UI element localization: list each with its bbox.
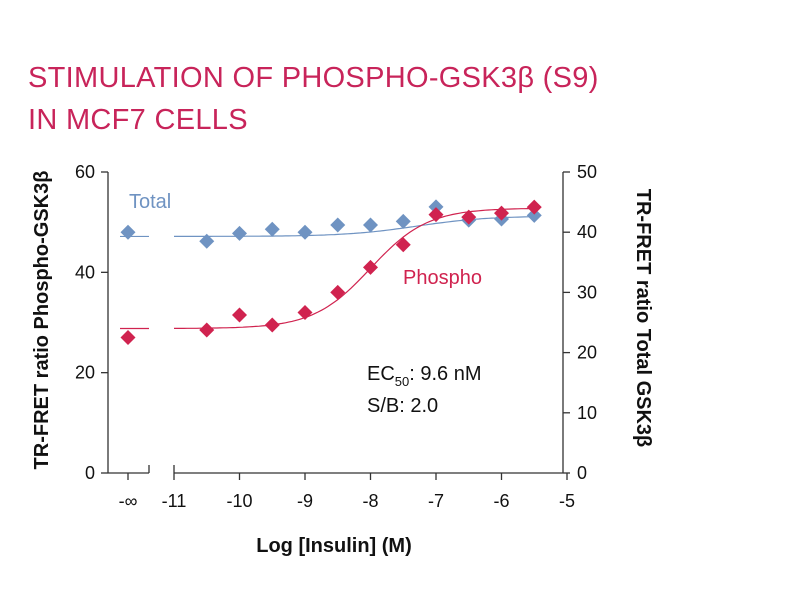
legend-phospho: Phospho (403, 267, 482, 289)
point-total-zero (120, 224, 136, 240)
ec50-subscript: 50 (395, 374, 409, 389)
legend-total: Total (129, 191, 171, 213)
point-total (428, 199, 444, 215)
y-right-tick-label: 40 (577, 222, 597, 242)
point-total (395, 213, 411, 229)
data-points (120, 199, 542, 346)
y-right-tick-label: 30 (577, 282, 597, 302)
y-left-tick-label: 40 (75, 262, 95, 282)
x-tick-label: -5 (559, 491, 575, 511)
chart-title-line1: STIMULATION OF PHOSPHO-GSK3β (S9) (28, 62, 599, 94)
point-total (232, 225, 247, 241)
point-phospho (199, 322, 215, 338)
y-axis-left-label: TR-FRET ratio Phospho-GSK3β (31, 171, 53, 470)
x-tick-label: -8 (362, 491, 378, 511)
ec50-annotation: EC50: 9.6 nM (367, 363, 482, 389)
point-total (526, 207, 542, 223)
x-axis-label: Log [Insulin] (M) (256, 535, 412, 557)
y-right-tick-label: 50 (577, 162, 597, 182)
x-tick-label: -∞ (119, 491, 138, 511)
y-left-tick-label: 20 (75, 363, 95, 383)
fit-curve-phospho (174, 207, 535, 329)
x-tick-label: -6 (493, 491, 509, 511)
point-phospho (232, 307, 247, 323)
x-tick-label: -9 (297, 491, 313, 511)
point-phospho (395, 237, 411, 253)
tick-labels: 0 20 40 60 0 10 20 30 40 50 -∞ -11 -10 -9 -8 -7 -6 -5 (75, 162, 597, 511)
ec50-value: : 9.6 nM (409, 363, 481, 385)
fit-curve-total (174, 216, 535, 237)
chart-title-line2: IN MCF7 CELLS (28, 104, 248, 136)
y-left-tick-label: 0 (85, 463, 95, 483)
point-phospho (264, 317, 280, 333)
point-total (199, 233, 215, 249)
point-phospho (363, 259, 378, 275)
point-phospho-zero (120, 330, 136, 346)
point-total (264, 221, 280, 237)
point-phospho (461, 209, 477, 225)
point-phospho (494, 205, 509, 221)
ec50-prefix: EC (367, 363, 395, 385)
point-phospho (526, 199, 542, 215)
axes (101, 171, 570, 480)
point-total (330, 217, 346, 233)
y-axis-right-label: TR-FRET ratio Total GSK3β (632, 189, 654, 448)
point-total (297, 224, 313, 240)
x-tick-label: -11 (162, 491, 187, 511)
y-right-tick-label: 20 (577, 343, 597, 363)
point-phospho (297, 304, 313, 320)
point-phospho (330, 284, 346, 300)
sb-annotation: S/B: 2.0 (367, 395, 438, 417)
y-left-tick-label: 60 (75, 162, 95, 182)
point-phospho (428, 207, 444, 223)
y-right-tick-label: 10 (577, 403, 597, 423)
x-tick-label: -10 (226, 491, 252, 511)
y-right-tick-label: 0 (577, 463, 587, 483)
point-total (363, 217, 378, 233)
x-tick-label: -7 (428, 491, 444, 511)
